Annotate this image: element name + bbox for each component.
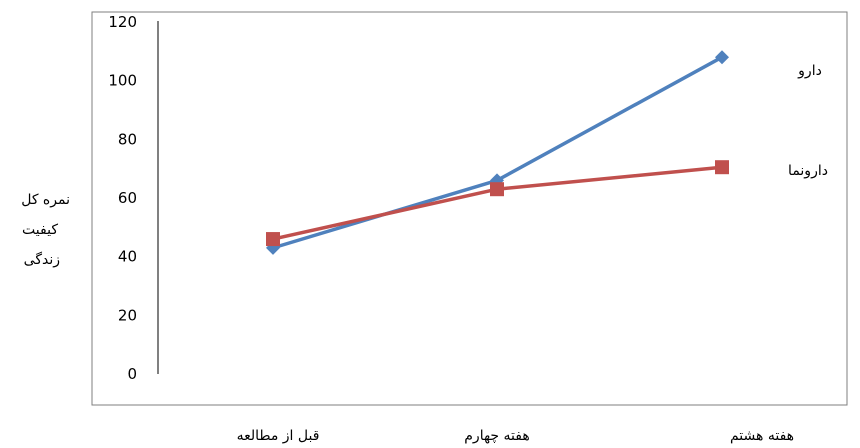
x-tick-label: هفته چهارم [464, 428, 529, 444]
x-tick-label: هفته هشتم [730, 428, 794, 444]
x-tick-labels: قبل از مطالعه هفته چهارم هفته هشتم [237, 428, 794, 444]
y-tick-label: 20 [118, 306, 137, 324]
y-tick-label: 40 [118, 248, 137, 266]
y-tick-label: 60 [118, 189, 137, 207]
series-line [271, 55, 724, 250]
data-point [490, 182, 504, 197]
x-tick-label: قبل از مطالعه [237, 428, 320, 444]
y-axis-title-line-2: کیفیت [22, 222, 58, 238]
plot-frame [91, 11, 848, 406]
series-label: دارونما [788, 163, 828, 179]
y-axis-title-line-1: نمره کل [21, 192, 70, 208]
data-point [715, 50, 729, 65]
series-2: دارونما [266, 160, 828, 247]
y-tick-label: 80 [118, 130, 137, 148]
data-point [266, 232, 280, 247]
y-tick-label: 0 [127, 365, 137, 383]
data-point [715, 160, 729, 175]
y-tick-label: 120 [108, 13, 137, 31]
y-axis-title: نمره کل کیفیت زندگی [21, 192, 70, 268]
series-label: دارو [797, 63, 822, 79]
y-tick-labels: 0 20 40 60 80 100 120 [108, 13, 137, 383]
y-axis-title-line-3: زندگی [24, 251, 60, 268]
y-tick-label: 100 [108, 72, 137, 90]
series-layer: دارو دارونما [266, 50, 828, 255]
series-1: دارو [266, 50, 822, 255]
